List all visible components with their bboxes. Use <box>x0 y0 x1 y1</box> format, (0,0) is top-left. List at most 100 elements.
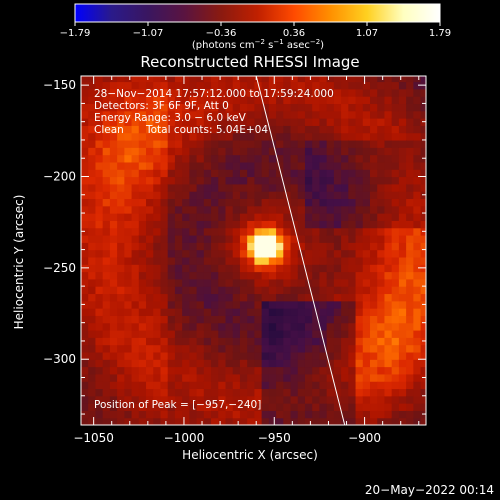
heatmap-cell <box>413 110 422 119</box>
heatmap-cell <box>239 373 248 382</box>
heatmap-cell <box>341 161 349 170</box>
heatmap-cell <box>384 88 393 97</box>
heatmap-cell <box>304 161 313 170</box>
heatmap-cell <box>131 395 140 404</box>
heatmap-cell <box>211 359 219 368</box>
heatmap-cell <box>138 132 147 141</box>
heatmap-cell <box>377 234 386 243</box>
heatmap-cell <box>189 410 198 419</box>
heatmap-cell <box>377 205 386 214</box>
heatmap-cell <box>81 366 89 375</box>
y-axis-ticks: −150−200−250−300 <box>43 78 426 415</box>
heatmap-cell <box>196 293 205 302</box>
heatmap-cell <box>384 410 393 419</box>
heatmap-cell <box>131 198 140 207</box>
heatmap-cell <box>276 249 284 258</box>
heatmap-cell <box>167 227 176 236</box>
heatmap-cell <box>348 329 357 338</box>
heatmap-cell <box>319 191 328 200</box>
heatmap-cell <box>341 220 349 229</box>
heatmap-cell <box>406 264 414 273</box>
heatmap-cell <box>95 103 104 112</box>
heatmap-cell <box>384 388 393 397</box>
heatmap-cell <box>326 191 335 200</box>
heatmap-cell <box>254 96 263 105</box>
heatmap-cell <box>377 337 386 346</box>
heatmap-cell <box>261 300 270 309</box>
heatmap-cell <box>391 256 400 265</box>
heatmap-cell <box>398 293 407 302</box>
heatmap-cell <box>189 359 198 368</box>
heatmap-cell <box>384 81 393 90</box>
heatmap-cell <box>420 139 426 148</box>
heatmap-cell <box>398 139 407 148</box>
heatmap-cell <box>290 329 299 338</box>
heatmap-cell <box>268 315 277 324</box>
heatmap-cell <box>319 198 328 207</box>
heatmap-cell <box>218 373 227 382</box>
heatmap-cell <box>261 351 270 360</box>
heatmap-cell <box>189 183 198 192</box>
heatmap-cell <box>406 118 414 126</box>
heatmap-cell <box>333 242 342 251</box>
heatmap-cell <box>131 388 140 397</box>
heatmap-cell <box>117 388 125 397</box>
heatmap-cell <box>109 242 118 251</box>
heatmap-cell <box>95 132 104 141</box>
heatmap-cell <box>232 81 241 90</box>
heatmap-cell <box>341 147 349 156</box>
heatmap-cell <box>341 176 349 185</box>
heatmap-cell <box>182 220 190 229</box>
heatmap-cell <box>370 264 378 273</box>
heatmap-cell <box>203 308 212 316</box>
heatmap-cell <box>254 176 263 185</box>
heatmap-cell <box>182 103 190 112</box>
heatmap-cell <box>153 88 162 97</box>
heatmap-cell <box>196 249 205 258</box>
heatmap-cell <box>218 388 227 397</box>
heatmap-cell <box>124 381 133 390</box>
heatmap-cell <box>109 403 118 411</box>
heatmap-cell <box>218 337 227 346</box>
heatmap-cell <box>167 154 176 163</box>
heatmap-cell <box>225 403 234 411</box>
heatmap-cell <box>333 169 342 178</box>
heatmap-cell <box>348 308 357 316</box>
heatmap-cell <box>326 388 335 397</box>
heatmap-cell <box>182 264 190 273</box>
heatmap-cell <box>362 286 371 295</box>
heatmap-cell <box>167 132 176 141</box>
heatmap-cell <box>203 271 212 280</box>
heatmap-cell <box>333 337 342 346</box>
heatmap-cell <box>95 110 104 119</box>
heatmap-cell <box>304 139 313 148</box>
heatmap-cell <box>297 205 306 214</box>
heatmap-cell <box>341 169 349 178</box>
heatmap-cell <box>218 344 227 353</box>
heatmap-cell <box>239 381 248 390</box>
heatmap-cell <box>261 315 270 324</box>
heatmap-cell <box>232 286 241 295</box>
heatmap-cell <box>362 417 371 425</box>
heatmap-cell <box>348 256 357 265</box>
heatmap-cell <box>167 388 176 397</box>
heatmap-cell <box>398 103 407 112</box>
heatmap-cell <box>362 308 371 316</box>
heatmap-cell <box>355 351 364 360</box>
heatmap-cell <box>167 351 176 360</box>
heatmap-cell <box>283 308 292 316</box>
heatmap-cell <box>109 220 118 229</box>
heatmap-cell <box>319 213 328 221</box>
heatmap-cell <box>189 373 198 382</box>
heatmap-cell <box>95 249 104 258</box>
heatmap-cell <box>312 395 321 404</box>
heatmap-cell <box>362 103 371 112</box>
heatmap-cell <box>283 213 292 221</box>
heatmap-cell <box>420 403 426 411</box>
heatmap-cell <box>319 154 328 163</box>
heatmap-cell <box>124 198 133 207</box>
heatmap-cell <box>138 227 147 236</box>
heatmap-cell <box>268 191 277 200</box>
heatmap-cell <box>167 81 176 90</box>
heatmap-cell <box>196 315 205 324</box>
